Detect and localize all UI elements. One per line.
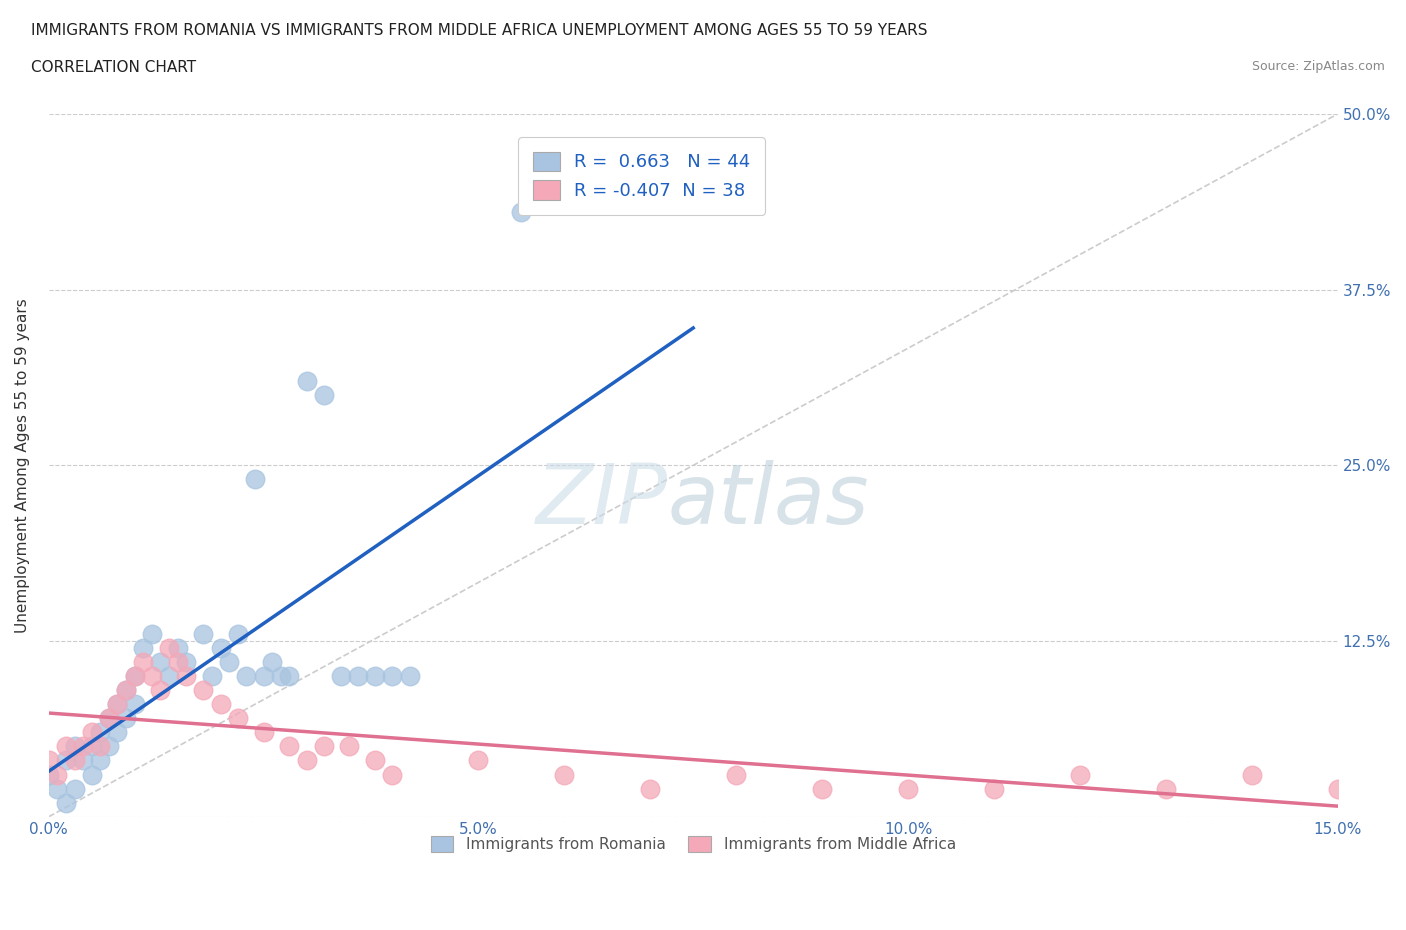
Point	[262, 655, 284, 670]
Point	[398, 669, 420, 684]
Point	[243, 472, 266, 486]
Point	[329, 669, 352, 684]
Point	[174, 655, 197, 670]
Point	[115, 711, 138, 725]
Point	[80, 767, 103, 782]
Point	[38, 753, 60, 768]
Point	[510, 205, 533, 219]
Legend: Immigrants from Romania, Immigrants from Middle Africa: Immigrants from Romania, Immigrants from…	[425, 830, 962, 858]
Point	[46, 781, 69, 796]
Point	[89, 739, 111, 754]
Point	[278, 669, 301, 684]
Point	[1154, 781, 1177, 796]
Point	[72, 753, 94, 768]
Text: CORRELATION CHART: CORRELATION CHART	[31, 60, 195, 75]
Point	[270, 669, 292, 684]
Point	[897, 781, 920, 796]
Point	[312, 739, 335, 754]
Point	[107, 697, 129, 711]
Point	[55, 753, 77, 768]
Point	[141, 627, 163, 642]
Point	[124, 669, 146, 684]
Point	[63, 739, 86, 754]
Point	[132, 655, 155, 670]
Point	[157, 641, 180, 656]
Point	[89, 753, 111, 768]
Point	[295, 374, 318, 389]
Point	[157, 669, 180, 684]
Point	[166, 641, 188, 656]
Point	[89, 725, 111, 740]
Point	[107, 725, 129, 740]
Point	[811, 781, 834, 796]
Point	[141, 669, 163, 684]
Point	[218, 655, 240, 670]
Point	[107, 697, 129, 711]
Point	[339, 739, 361, 754]
Point	[132, 641, 155, 656]
Point	[1240, 767, 1263, 782]
Point	[174, 669, 197, 684]
Point	[63, 781, 86, 796]
Point	[725, 767, 748, 782]
Point	[235, 669, 257, 684]
Text: IMMIGRANTS FROM ROMANIA VS IMMIGRANTS FROM MIDDLE AFRICA UNEMPLOYMENT AMONG AGES: IMMIGRANTS FROM ROMANIA VS IMMIGRANTS FR…	[31, 23, 928, 38]
Point	[124, 697, 146, 711]
Point	[124, 669, 146, 684]
Point	[381, 669, 404, 684]
Point	[149, 655, 172, 670]
Point	[364, 753, 387, 768]
Point	[97, 711, 120, 725]
Point	[63, 753, 86, 768]
Point	[252, 725, 274, 740]
Point	[55, 739, 77, 754]
Point	[209, 641, 232, 656]
Point	[226, 711, 249, 725]
Point	[226, 627, 249, 642]
Point	[80, 739, 103, 754]
Point	[381, 767, 404, 782]
Point	[166, 655, 188, 670]
Point	[149, 683, 172, 698]
Point	[364, 669, 387, 684]
Point	[278, 739, 301, 754]
Point	[467, 753, 489, 768]
Point	[38, 767, 60, 782]
Point	[983, 781, 1005, 796]
Point	[193, 627, 215, 642]
Point	[201, 669, 224, 684]
Point	[193, 683, 215, 698]
Point	[347, 669, 370, 684]
Point	[295, 753, 318, 768]
Point	[97, 711, 120, 725]
Point	[252, 669, 274, 684]
Point	[209, 697, 232, 711]
Point	[638, 781, 661, 796]
Point	[553, 767, 575, 782]
Point	[97, 739, 120, 754]
Text: Source: ZipAtlas.com: Source: ZipAtlas.com	[1251, 60, 1385, 73]
Point	[72, 739, 94, 754]
Point	[55, 795, 77, 810]
Point	[1326, 781, 1348, 796]
Point	[312, 388, 335, 403]
Point	[115, 683, 138, 698]
Point	[46, 767, 69, 782]
Y-axis label: Unemployment Among Ages 55 to 59 years: Unemployment Among Ages 55 to 59 years	[15, 298, 30, 632]
Text: ZIP: ZIP	[536, 460, 668, 541]
Point	[1069, 767, 1091, 782]
Point	[80, 725, 103, 740]
Point	[115, 683, 138, 698]
Text: atlas: atlas	[668, 460, 869, 541]
